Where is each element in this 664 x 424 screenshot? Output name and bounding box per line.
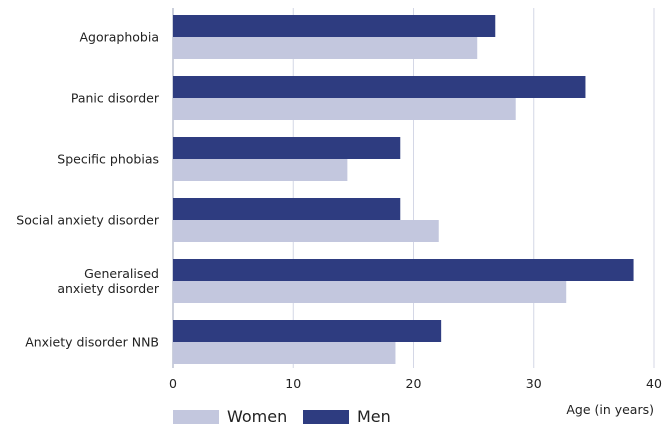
category-labels: Agoraphobia Panic disorder Specific phobia… [16, 30, 160, 350]
x-tick-label: 10 [285, 376, 301, 391]
category-label: Specific phobias [57, 152, 159, 167]
bar-men-2 [173, 137, 401, 159]
bar-men-0 [173, 15, 496, 37]
category-label: Social anxiety disorder [16, 213, 160, 228]
x-tick-label: 40 [646, 376, 662, 391]
legend-label-men: Men [357, 407, 391, 424]
legend: Women Men [173, 407, 391, 424]
bar-women-1 [173, 98, 516, 120]
legend-swatch-men [303, 410, 349, 424]
category-label: Panic disorder [71, 91, 160, 106]
x-tick-label: 0 [169, 376, 177, 391]
x-tick-label: 20 [406, 376, 422, 391]
legend-label-women: Women [227, 407, 287, 424]
bar-women-5 [173, 342, 396, 364]
legend-swatch-women [173, 410, 219, 424]
bar-women-3 [173, 220, 439, 242]
category-label: anxiety disorder [57, 281, 160, 296]
bar-men-5 [173, 320, 442, 342]
x-axis-ticks: 0 10 20 30 40 [169, 376, 662, 391]
x-tick-label: 30 [526, 376, 542, 391]
bar-women-4 [173, 281, 567, 303]
grid [172, 8, 655, 368]
bar-men-4 [173, 259, 634, 281]
bar-men-3 [173, 198, 401, 220]
bar-women-0 [173, 37, 478, 59]
category-label: Anxiety disorder NNB [25, 335, 159, 350]
bars [173, 15, 634, 364]
category-label: Agoraphobia [79, 30, 159, 45]
bar-men-1 [173, 76, 586, 98]
bar-women-2 [173, 159, 348, 181]
category-label: Generalised [84, 266, 159, 281]
x-axis-label: Age (in years) [566, 402, 654, 417]
